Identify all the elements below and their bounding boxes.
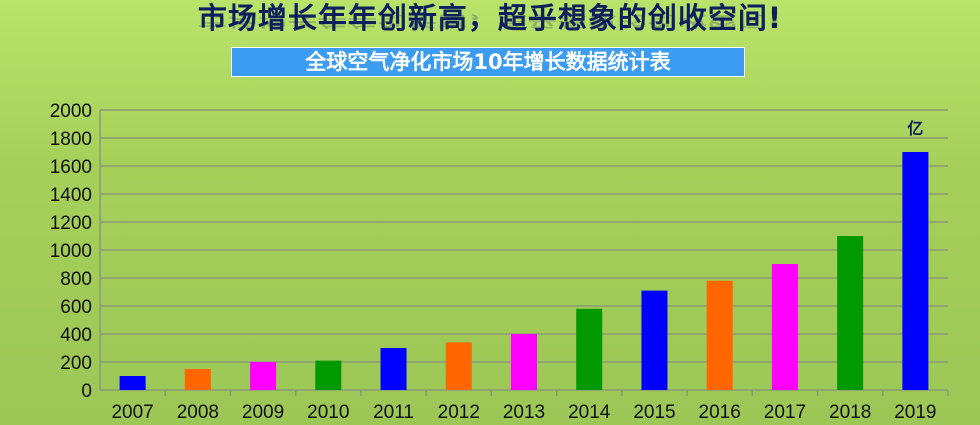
y-tick-label: 400	[60, 325, 92, 346]
bar-2013	[511, 334, 537, 390]
x-tick-label: 2019	[894, 402, 936, 423]
y-tick-label: 1600	[50, 157, 92, 178]
y-tick-label: 200	[60, 353, 92, 374]
chart-title: 全球空气净化市场10年增长数据统计表	[231, 47, 745, 77]
bar-2011	[380, 348, 407, 390]
x-tick-label: 2011	[373, 402, 414, 423]
bar-2007	[119, 376, 146, 390]
x-tick-label: 2014	[568, 402, 611, 423]
bar-2015	[641, 290, 668, 390]
page-title: 市场增长年年创新高，超乎想象的创收空间!	[197, 1, 783, 35]
bar-2008	[184, 369, 211, 390]
bar-2019	[902, 152, 929, 390]
y-tick-label: 2000	[50, 101, 92, 122]
x-tick-label: 2013	[503, 402, 545, 423]
y-tick-label: 1800	[50, 129, 92, 150]
x-tick-label: 2007	[111, 402, 153, 423]
bar-2014	[576, 308, 603, 390]
x-tick-label: 2010	[307, 402, 349, 423]
x-tick-label: 2016	[699, 402, 741, 423]
x-tick-label: 2015	[633, 402, 675, 423]
bar-2012	[445, 342, 472, 390]
bar-2017	[771, 264, 798, 390]
bar-2010	[315, 360, 342, 390]
x-tick-label: 2012	[438, 402, 480, 423]
x-tick-label: 2008	[177, 402, 219, 423]
x-tick-label: 2009	[242, 402, 284, 423]
x-tick-label: 2018	[829, 402, 871, 423]
y-tick-label: 1200	[50, 213, 92, 234]
y-tick-label: 0	[81, 381, 92, 402]
bar-2016	[706, 280, 733, 390]
bar-2018	[837, 236, 864, 390]
x-tick-label: 2017	[764, 402, 806, 423]
y-tick-label: 800	[60, 269, 92, 290]
unit-label: 亿	[907, 119, 923, 138]
bar-2009	[250, 362, 277, 390]
y-tick-label: 600	[60, 297, 92, 318]
y-tick-label: 1400	[50, 185, 92, 206]
y-tick-label: 1000	[50, 241, 92, 262]
